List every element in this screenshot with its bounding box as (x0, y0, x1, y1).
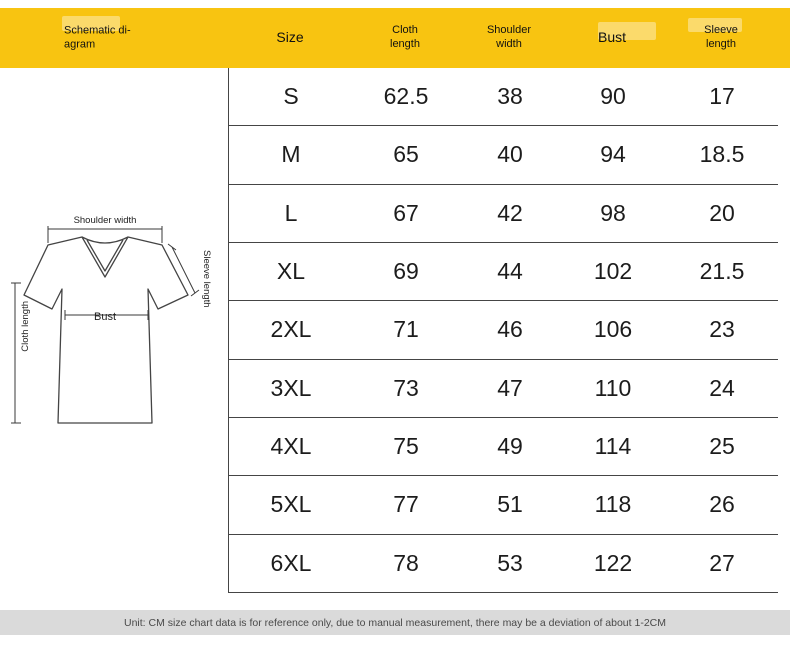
value-cell: 110 (594, 374, 632, 401)
value-cell: 23 (709, 316, 735, 343)
column-header-sleeve-length: Sleeve length (704, 24, 738, 50)
size-cell: L (284, 199, 298, 226)
column-header-shoulder-width: Shoulder width (486, 24, 532, 50)
value-cell: 20 (709, 199, 735, 226)
table-row: 6XL 78 53 122 27 (229, 535, 778, 593)
size-cell: 3XL (270, 374, 312, 401)
sleeve-length-label: Sleeve length (201, 250, 212, 308)
value-cell: 69 (393, 258, 419, 285)
value-cell: 62.5 (383, 83, 429, 110)
column-header-size: Size (276, 29, 304, 45)
table-row: 5XL 77 51 118 26 (229, 476, 778, 535)
value-cell: 24 (709, 374, 735, 401)
shoulder-width-label: Shoulder width (73, 215, 137, 226)
value-cell: 75 (393, 433, 419, 460)
value-cell: 38 (497, 83, 523, 110)
value-cell: 44 (497, 258, 523, 285)
table-row: 2XL 71 46 106 23 (229, 301, 778, 360)
size-cell: 6XL (270, 549, 312, 576)
size-cell: M (281, 141, 301, 168)
size-cell: 2XL (270, 316, 312, 343)
tshirt-diagram (11, 226, 200, 424)
header-columns: Size Cloth length Shoulder width Bust Sleeve… (228, 8, 778, 68)
highlight-patch (688, 18, 742, 32)
value-cell: 118 (594, 491, 632, 518)
footer-bar: Unit: CM size chart data is for referenc… (0, 610, 790, 635)
value-cell: 51 (497, 491, 523, 518)
table-row: L 67 42 98 20 (229, 185, 778, 243)
value-cell: 65 (393, 141, 419, 168)
value-cell: 26 (709, 491, 735, 518)
value-cell: 122 (593, 549, 633, 576)
schematic-header-label: Schematic di-agram (64, 24, 131, 50)
size-cell: S (283, 83, 299, 110)
dimension-lines (11, 226, 200, 424)
value-cell: 17 (709, 83, 735, 110)
size-table-body: S 62.5 38 90 17 M 65 40 94 18.5 L 67 42 98 20 XL 69 44 102… (228, 68, 778, 593)
schematic-header-cell: Schematic di-agram (0, 8, 228, 68)
column-header-bust: Bust (597, 29, 626, 45)
footer-note: Unit: CM size chart data is for referenc… (124, 616, 666, 629)
value-cell: 114 (594, 433, 632, 460)
value-cell: 46 (497, 316, 523, 343)
tshirt-schematic: Shoulder width Sleeve length Bust Cloth … (0, 68, 227, 610)
value-cell: 90 (600, 83, 626, 110)
value-cell: 78 (393, 549, 419, 576)
value-cell: 42 (497, 199, 523, 226)
value-cell: 94 (600, 141, 626, 168)
table-row: 3XL 73 47 110 24 (229, 360, 778, 418)
table-header-bar: Schematic di-agram Size Cloth length Shoul… (0, 8, 790, 68)
value-cell: 106 (593, 316, 633, 343)
size-cell: 5XL (270, 491, 312, 518)
value-cell: 27 (709, 549, 735, 576)
bust-label: Bust (93, 311, 116, 323)
table-row: 4XL 75 49 114 25 (229, 418, 778, 477)
value-cell: 71 (393, 316, 419, 343)
value-cell: 53 (497, 549, 523, 576)
table-row: XL 69 44 102 21.5 (229, 243, 778, 302)
tshirt-outline (23, 236, 189, 424)
highlight-patch (598, 22, 656, 40)
value-cell: 18.5 (699, 141, 745, 168)
value-cell: 25 (709, 433, 735, 460)
value-cell: 73 (393, 374, 419, 401)
value-cell: 21.5 (699, 258, 745, 285)
column-header-cloth-length: Cloth length (390, 24, 420, 50)
value-cell: 67 (393, 199, 419, 226)
highlight-patch (62, 16, 120, 31)
value-cell: 98 (600, 199, 626, 226)
value-cell: 77 (393, 491, 419, 518)
value-cell: 40 (497, 141, 523, 168)
table-row: M 65 40 94 18.5 (229, 126, 778, 185)
value-cell: 102 (593, 258, 633, 285)
size-cell: XL (276, 258, 306, 285)
cloth-length-label: Cloth length (20, 301, 31, 352)
table-row: S 62.5 38 90 17 (229, 68, 778, 127)
size-cell: 4XL (270, 433, 312, 460)
value-cell: 49 (497, 433, 523, 460)
value-cell: 47 (497, 374, 523, 401)
